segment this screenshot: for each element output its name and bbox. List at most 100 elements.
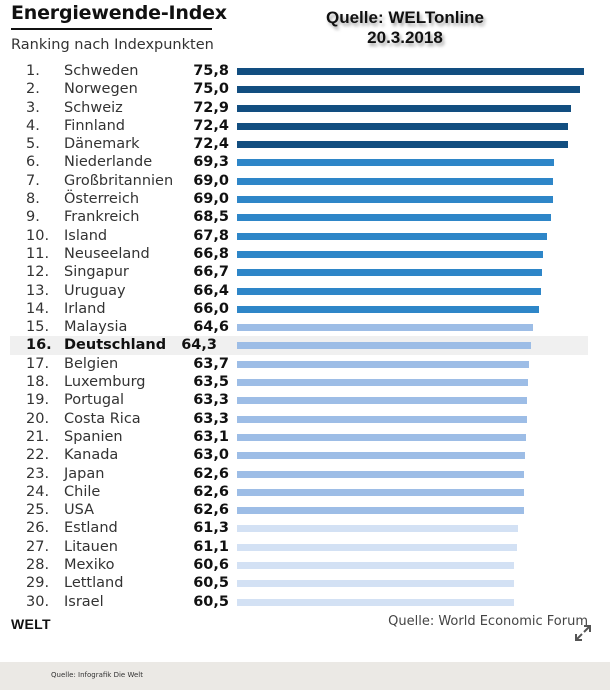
country-label: Uruguay: [64, 282, 126, 299]
country-label: Belgien: [64, 355, 119, 372]
chart-row: 24. Chile 62,6: [0, 483, 610, 501]
chart-row: 29. Lettland 60,5: [0, 574, 610, 592]
value-label: 72,4: [193, 117, 229, 134]
country-label: Schweiz: [64, 99, 123, 116]
rank-label: 11.: [26, 245, 50, 262]
rank-label: 24.: [26, 483, 50, 500]
country-label: Israel: [64, 593, 104, 610]
rank-label: 2.: [26, 81, 40, 98]
chart-row: 2. Norwegen 75,0: [0, 80, 610, 98]
bar: [237, 122, 569, 130]
bar: [237, 68, 584, 75]
chart-row: 19. Portugal 63,3: [0, 391, 610, 409]
country-label: Niederlande: [64, 154, 153, 171]
country-label: USA: [64, 502, 95, 519]
chart-row: 7. Großbritannien 69,0: [0, 172, 610, 190]
bar: [237, 507, 524, 515]
bar: [237, 269, 543, 277]
country-label: Island: [64, 227, 108, 244]
bar: [237, 397, 527, 405]
bar: [237, 141, 569, 149]
chart-row: 14. Irland 66,0: [0, 300, 610, 318]
value-label: 61,1: [193, 538, 229, 555]
country-label: Japan: [64, 465, 105, 482]
rank-label: 26.: [26, 520, 50, 537]
chart-row: 17. Belgien 63,7: [0, 355, 610, 373]
country-label: Mexiko: [64, 557, 115, 574]
bar: [237, 86, 581, 94]
chart-row: 5. Dänemark 72,4: [0, 135, 610, 153]
value-label: 66,7: [193, 264, 229, 281]
rank-label: 12.: [26, 264, 50, 281]
rank-label: 18.: [26, 374, 50, 391]
rank-label: 15.: [26, 319, 50, 336]
rank-label: 23.: [26, 465, 50, 482]
value-label: 75,0: [193, 81, 229, 98]
footer-credit: Quelle: Infografik Die Welt: [51, 671, 143, 679]
expand-arrows-icon[interactable]: [573, 623, 593, 643]
value-label: 60,6: [193, 557, 229, 574]
country-label: Costa Rica: [64, 410, 141, 427]
value-label: 69,0: [193, 172, 229, 189]
bar: [237, 104, 571, 112]
chart-row: 11. Neuseeland 66,8: [0, 245, 610, 263]
rank-label: 8.: [26, 191, 40, 208]
country-label: Litauen: [64, 538, 118, 555]
country-label: Kanada: [64, 447, 119, 464]
bar: [237, 177, 553, 185]
bar: [237, 562, 515, 570]
value-label: 62,6: [193, 483, 229, 500]
value-label: 63,7: [193, 355, 229, 372]
chart-row: 21. Spanien 63,1: [0, 428, 610, 446]
chart-row: 27. Litauen 61,1: [0, 538, 610, 556]
bar: [237, 324, 533, 332]
bar: [237, 470, 524, 478]
rank-label: 27.: [26, 538, 50, 555]
bar: [237, 232, 548, 240]
rank-label: 21.: [26, 428, 50, 445]
value-label: 64,3: [181, 337, 217, 354]
bar: [237, 379, 528, 387]
country-label: Frankreich: [64, 209, 140, 226]
chart-row: 22. Kanada 63,0: [0, 446, 610, 464]
bar: [237, 452, 526, 460]
value-label: 75,8: [193, 63, 229, 79]
welt-logo: WELT: [11, 616, 51, 632]
chart-row-highlighted: 16. Deutschland 64,3: [10, 336, 588, 355]
value-label: 63,3: [193, 392, 229, 409]
rank-label: 28.: [26, 557, 50, 574]
chart-row: 15. Malaysia 64,6: [0, 318, 610, 336]
bar: [237, 488, 524, 496]
chart-row: 10. Island 67,8: [0, 227, 610, 245]
chart-row: 30. Israel 60,5: [0, 593, 610, 611]
rank-label: 22.: [26, 447, 50, 464]
country-label: Großbritannien: [64, 172, 174, 189]
value-label: 62,6: [193, 502, 229, 519]
chart-row: 4. Finnland 72,4: [0, 117, 610, 135]
source-stamp: Quelle: WELTonline 20.3.2018: [300, 8, 510, 48]
chart-row: 25. USA 62,6: [0, 501, 610, 519]
rank-label: 19.: [26, 392, 50, 409]
country-label: Neuseeland: [64, 245, 150, 262]
value-label: 69,3: [193, 154, 229, 171]
country-label: Finnland: [64, 117, 126, 134]
bar: [237, 543, 517, 551]
bar: [237, 433, 526, 441]
chart-row: 18. Luxemburg 63,5: [0, 373, 610, 391]
rank-label: 14.: [26, 300, 50, 317]
bar: [237, 598, 514, 606]
rank-label: 3.: [26, 99, 40, 116]
value-label: 63,3: [193, 410, 229, 427]
rank-label: 9.: [26, 209, 40, 226]
bar: [237, 580, 514, 588]
value-label: 63,0: [193, 447, 229, 464]
bar: [237, 305, 540, 313]
footer-bar: Quelle: Infografik Die Welt: [0, 662, 610, 690]
chart-row: 12. Singapur 66,7: [0, 263, 610, 281]
country-label: Portugal: [64, 392, 125, 409]
country-label: Norwegen: [64, 81, 138, 98]
bar: [237, 287, 541, 295]
value-label: 69,0: [193, 191, 229, 208]
country-label: Luxemburg: [64, 374, 146, 391]
chart-title: Energiewende-Index: [11, 2, 227, 24]
